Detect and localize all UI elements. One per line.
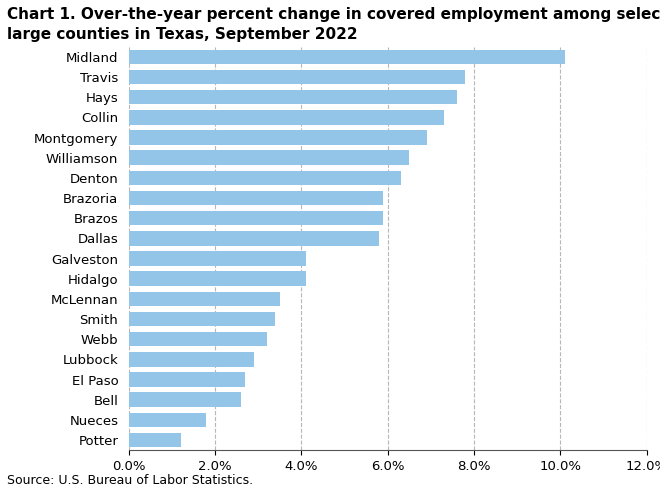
Text: Chart 1. Over-the-year percent change in covered employment among selected: Chart 1. Over-the-year percent change in… xyxy=(7,7,660,22)
Bar xyxy=(129,433,180,447)
Bar xyxy=(129,352,254,367)
Bar xyxy=(129,171,401,185)
Bar xyxy=(129,90,457,104)
Bar xyxy=(129,130,426,145)
Bar xyxy=(129,211,383,225)
Bar xyxy=(129,312,275,326)
Bar xyxy=(129,231,379,246)
Bar xyxy=(129,272,306,286)
Bar xyxy=(129,151,409,165)
Bar xyxy=(129,413,207,427)
Text: large counties in Texas, September 2022: large counties in Texas, September 2022 xyxy=(7,27,357,42)
Bar xyxy=(129,332,267,346)
Bar xyxy=(129,372,246,387)
Text: Source: U.S. Bureau of Labor Statistics.: Source: U.S. Bureau of Labor Statistics. xyxy=(7,474,253,487)
Bar xyxy=(129,110,444,124)
Bar xyxy=(129,393,241,407)
Bar xyxy=(129,292,280,306)
Bar xyxy=(129,50,565,64)
Bar xyxy=(129,191,383,205)
Bar xyxy=(129,70,465,84)
Bar xyxy=(129,251,306,266)
